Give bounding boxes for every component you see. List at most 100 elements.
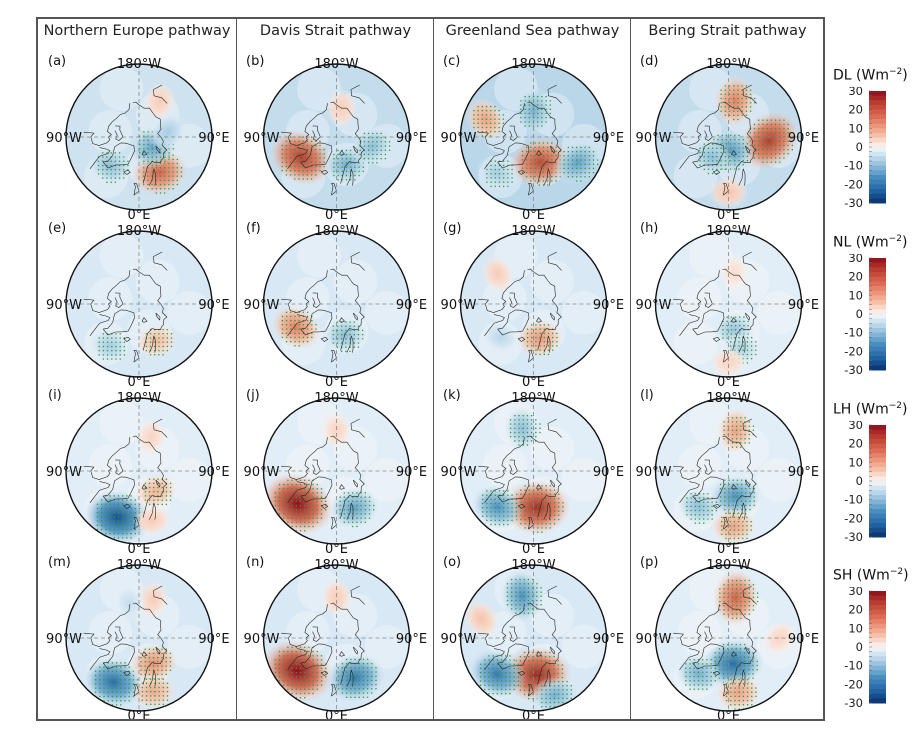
stipple-dot [278, 680, 281, 682]
coastline [528, 684, 534, 697]
anomaly-blob [82, 656, 145, 708]
stipple-dot [532, 514, 535, 517]
stipple-dot [103, 695, 105, 698]
colorbar-segment [869, 698, 886, 704]
stipple-dot [755, 341, 757, 343]
stipple-dot [115, 345, 117, 348]
stipple-dot [535, 340, 537, 343]
stipple-dot [291, 483, 293, 486]
stipple-dot [732, 492, 734, 494]
stipple-dot [372, 141, 374, 143]
stipple-dot [532, 668, 534, 670]
stipple-dot [110, 181, 112, 184]
stipple-dot [738, 683, 740, 685]
stipple-dot [306, 161, 309, 163]
stipple-dot [134, 503, 137, 506]
map-boundary [262, 397, 411, 545]
stipple-dot [553, 510, 556, 512]
stipple-dot [299, 667, 302, 670]
stipple-dot [488, 680, 490, 682]
stipple-dot [281, 161, 283, 163]
stipple-dot [349, 333, 351, 336]
stipple-dot [734, 159, 736, 162]
coastline [102, 643, 135, 670]
stipple-dot [553, 522, 556, 525]
stipple-dot [562, 710, 564, 711]
stipple-dot [489, 122, 492, 125]
coastline [478, 103, 525, 146]
stipple-dot [707, 160, 710, 162]
stipple-dot [274, 504, 277, 507]
stipple-dot [114, 152, 117, 154]
stipple-dot [291, 487, 293, 490]
background-mottle [756, 290, 801, 335]
stipple-dot [486, 515, 488, 517]
stipple-dot [298, 319, 300, 322]
stipple-dot [306, 169, 309, 172]
stipple-dot [748, 421, 750, 423]
stipple-dot [366, 667, 369, 669]
stipple-dot [94, 674, 97, 677]
stipple-dot [366, 688, 369, 690]
stipple-dot [588, 167, 591, 170]
stipple-dot [111, 699, 114, 702]
stipple-dot [743, 664, 746, 667]
coastline [527, 101, 562, 184]
stipple-dot [524, 522, 526, 525]
stipple-dot [341, 157, 344, 160]
colorbar-segment [869, 137, 886, 143]
stipple-dot [278, 492, 281, 494]
stipple-dot [502, 519, 505, 522]
stipple-dot [115, 349, 117, 352]
stipple-dot [363, 157, 366, 160]
stipple-dot [720, 168, 722, 171]
stipple-dot [311, 336, 313, 339]
colorbar-segment [869, 623, 886, 629]
stipple-dot [736, 479, 739, 481]
stipple-dot [358, 679, 360, 682]
stipple-dot [518, 419, 520, 421]
significance-stippling [719, 579, 759, 620]
stipple-dot [715, 505, 718, 508]
stipple-dot [523, 693, 526, 696]
stipple-dot [308, 659, 310, 661]
stipple-dot [745, 97, 748, 100]
stipple-dot [686, 501, 688, 503]
stipple-dot [368, 500, 371, 503]
stipple-dot [706, 658, 708, 661]
stipple-dot [123, 345, 126, 348]
stipple-dot [110, 152, 112, 154]
stipple-dot [294, 340, 296, 343]
stipple-dot [740, 583, 742, 586]
stipple-dot [744, 579, 746, 582]
stipple-dot [169, 652, 172, 655]
stipple-dot [528, 116, 531, 119]
stipple-dot [524, 112, 526, 115]
stipple-dot [541, 125, 543, 127]
stipple-dot [384, 149, 387, 151]
stipple-dot [345, 350, 347, 353]
stipple-dot [740, 442, 742, 444]
stipple-dot [312, 500, 314, 503]
stipple-dot [484, 684, 486, 686]
stipple-dot [702, 513, 705, 516]
stipple-dot [737, 512, 740, 514]
stipple-dot [119, 358, 121, 360]
stipple-dot [158, 686, 160, 689]
stipple-dot [316, 492, 319, 494]
stipple-dot [721, 529, 723, 531]
stipple-dot [757, 136, 760, 138]
panel-label: (l) [640, 388, 654, 403]
stipple-dot [510, 599, 513, 602]
colorbar-segment [869, 267, 886, 273]
stipple-dot [728, 110, 731, 112]
stipple-dot [308, 663, 310, 665]
stipple-dot [723, 588, 725, 590]
colorbar-segment [869, 123, 886, 129]
stipple-dot [536, 595, 538, 598]
stipple-dot [289, 165, 292, 168]
colorbar-segment [869, 532, 886, 538]
colorbar-tick-label: -30 [844, 363, 863, 377]
stipple-dot [596, 163, 599, 165]
